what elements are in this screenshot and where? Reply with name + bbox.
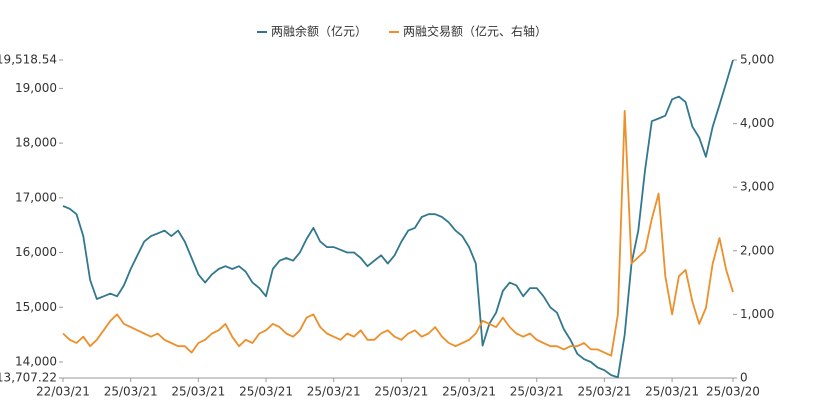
y2-tick-label: 0: [740, 371, 748, 385]
y2-tick-label: 4,000: [740, 116, 774, 130]
x-tick-label: 25/03/21: [442, 385, 496, 399]
y-tick-label: 19,000: [15, 81, 57, 95]
x-tick-label: 25/03/21: [510, 385, 564, 399]
y-tick-label: 17,000: [15, 190, 57, 204]
series-line: [62, 110, 734, 357]
y-tick-label: 19,518.54: [0, 53, 57, 67]
x-tick-label: 25/03/21: [171, 385, 225, 399]
series-line: [62, 59, 734, 379]
y-tick-label: 15,000: [15, 300, 57, 314]
y-tick-label: 13,707.22: [0, 371, 57, 385]
x-tick-label: 25/03/21: [104, 385, 158, 399]
y2-tick-label: 2,000: [740, 243, 774, 257]
y-tick-label: 16,000: [15, 245, 57, 259]
legend-label: 两融交易额（亿元、右轴）: [403, 24, 547, 39]
x-tick-label: 25/03/21: [645, 385, 699, 399]
y2-tick-label: 1,000: [740, 307, 774, 321]
x-tick-label: 25/03/21: [307, 385, 361, 399]
legend-label: 两融余额（亿元）: [271, 24, 367, 39]
x-tick-label: 22/03/21: [36, 385, 90, 399]
x-tick-label: 25/03/20: [706, 385, 760, 399]
x-tick-label: 25/03/21: [374, 385, 428, 399]
y2-tick-label: 5,000: [740, 53, 774, 67]
x-tick-label: 25/03/21: [577, 385, 631, 399]
x-tick-label: 25/03/21: [239, 385, 293, 399]
y-tick-label: 18,000: [15, 136, 57, 150]
y2-tick-label: 3,000: [740, 180, 774, 194]
y-tick-label: 14,000: [15, 354, 57, 368]
